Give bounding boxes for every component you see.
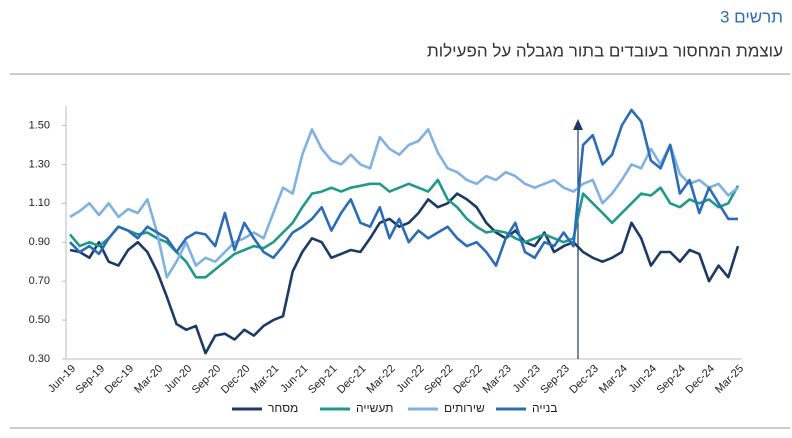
x-tick-label: Mar-24: [597, 363, 630, 396]
x-tick-label: Mar-25: [713, 363, 746, 396]
legend-label: שירותים: [444, 401, 485, 415]
series-line: [69, 128, 739, 279]
chart-title: עוצמת המחסור בעובדים בתור מגבלה על הפעיל…: [427, 41, 783, 60]
x-tick-label: Jun-24: [627, 363, 659, 395]
chart-label: תרשים 3: [720, 7, 783, 26]
series-line: [68, 178, 740, 279]
y-tick-label: 0.50: [29, 314, 50, 326]
x-tick-label: Dec-23: [567, 363, 601, 397]
x-tick-label: Jun-19: [46, 363, 78, 395]
x-tick-label: Dec-21: [335, 363, 369, 397]
x-tick-label: Jun-22: [394, 363, 426, 395]
y-tick-label: 1.10: [29, 197, 50, 209]
legend-label: בנייה: [532, 401, 557, 415]
x-tick-label: Jun-23: [511, 363, 543, 395]
y-tick-label: 0.90: [29, 236, 50, 248]
x-tick-label: Sep-24: [655, 363, 689, 397]
x-tick-label: Jun-20: [162, 363, 194, 395]
x-tick-label: Mar-20: [132, 363, 165, 396]
x-tick-label: Dec-24: [684, 363, 718, 397]
x-tick-label: Dec-20: [219, 363, 253, 397]
x-tick-label: Sep-23: [538, 363, 572, 397]
arrow-head: [573, 119, 583, 130]
x-tick-label: Dec-22: [451, 363, 485, 397]
legend-label: מסחר: [268, 401, 298, 415]
y-tick-label: 0.70: [29, 275, 50, 287]
series-line: [69, 192, 740, 355]
y-tick-label: 1.30: [29, 158, 50, 170]
y-tick-label: 1.50: [29, 119, 50, 131]
x-tick-label: Mar-21: [248, 363, 281, 396]
x-tick-label: Jun-21: [278, 363, 310, 395]
series-line: [69, 108, 738, 267]
y-tick-label: 0.30: [29, 353, 50, 365]
x-tick-label: Mar-23: [481, 363, 514, 396]
x-tick-label: Sep-19: [74, 363, 108, 397]
x-tick-label: Mar-22: [365, 363, 398, 396]
x-tick-label: Sep-21: [306, 363, 340, 397]
x-tick-label: Sep-22: [422, 363, 456, 397]
x-tick-label: Dec-19: [103, 363, 137, 397]
x-tick-label: Sep-20: [190, 363, 224, 397]
legend-label: תעשייה: [356, 401, 393, 415]
